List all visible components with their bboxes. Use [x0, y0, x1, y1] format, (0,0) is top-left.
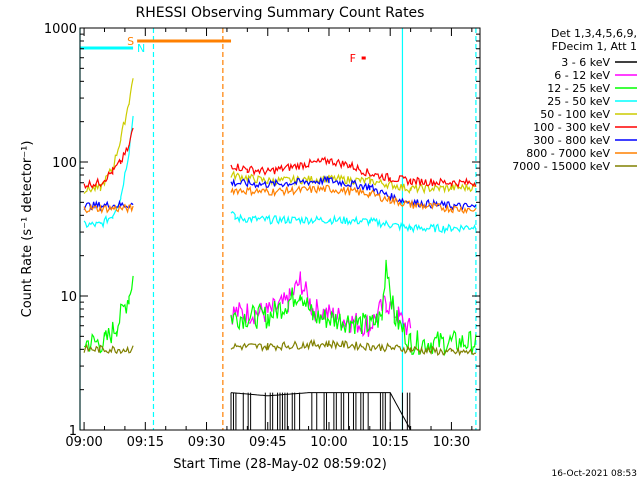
marker-label: N — [137, 42, 145, 55]
legend-header: Det 1,3,4,5,6,9, — [551, 27, 637, 40]
series-line — [230, 184, 477, 215]
legend-entry: 25 - 50 keV — [547, 95, 610, 108]
y-tick-label: 100 — [52, 156, 77, 171]
series-line — [230, 392, 412, 431]
series-line — [230, 259, 477, 357]
series-line — [84, 275, 134, 354]
y-tick-label: 1 — [69, 424, 77, 439]
x-axis-label: Start Time (28-May-02 08:59:02) — [173, 457, 387, 472]
footer-timestamp: 16-Oct-2021 08:53 — [552, 469, 637, 479]
x-tick-label: 09:30 — [188, 435, 225, 450]
series-line — [230, 271, 412, 338]
series-line — [83, 115, 134, 229]
series-line — [230, 211, 477, 235]
chart-title: RHESSI Observing Summary Count Rates — [136, 5, 425, 21]
legend-entry: 300 - 800 keV — [533, 134, 610, 147]
series-line — [83, 343, 134, 355]
legend-entry: 7000 - 15000 keV — [512, 160, 610, 173]
x-tick-label: 09:45 — [249, 435, 286, 450]
legend-entry: 100 - 300 keV — [533, 121, 610, 134]
y-tick-label: 1000 — [44, 22, 77, 37]
series-line — [230, 156, 477, 189]
x-tick-label: 09:00 — [65, 435, 102, 450]
legend-entry: 3 - 6 keV — [561, 56, 610, 69]
legend-entry: 50 - 100 keV — [540, 108, 610, 121]
x-tick-label: 10:15 — [371, 435, 408, 450]
marker-label: F — [350, 52, 356, 65]
y-axis-label: Count Rate (s⁻¹ detector⁻¹) — [20, 141, 35, 318]
legend-header: FDecim 1, Att 1 — [552, 40, 637, 53]
x-tick-label: 10:00 — [310, 435, 347, 450]
series-line — [230, 338, 476, 357]
series-line — [83, 203, 134, 215]
plot-frame — [79, 27, 481, 431]
marker-label: S — [127, 35, 134, 48]
legend-entry: 12 - 25 keV — [547, 82, 610, 95]
legend-entry: 6 - 12 keV — [554, 69, 610, 82]
x-tick-label: 09:15 — [127, 435, 164, 450]
x-tick-label: 10:30 — [433, 435, 470, 450]
legend-entry: 800 - 7000 keV — [526, 147, 610, 160]
series-line — [83, 78, 134, 194]
series-line — [83, 127, 134, 190]
y-tick-label: 10 — [60, 290, 77, 305]
